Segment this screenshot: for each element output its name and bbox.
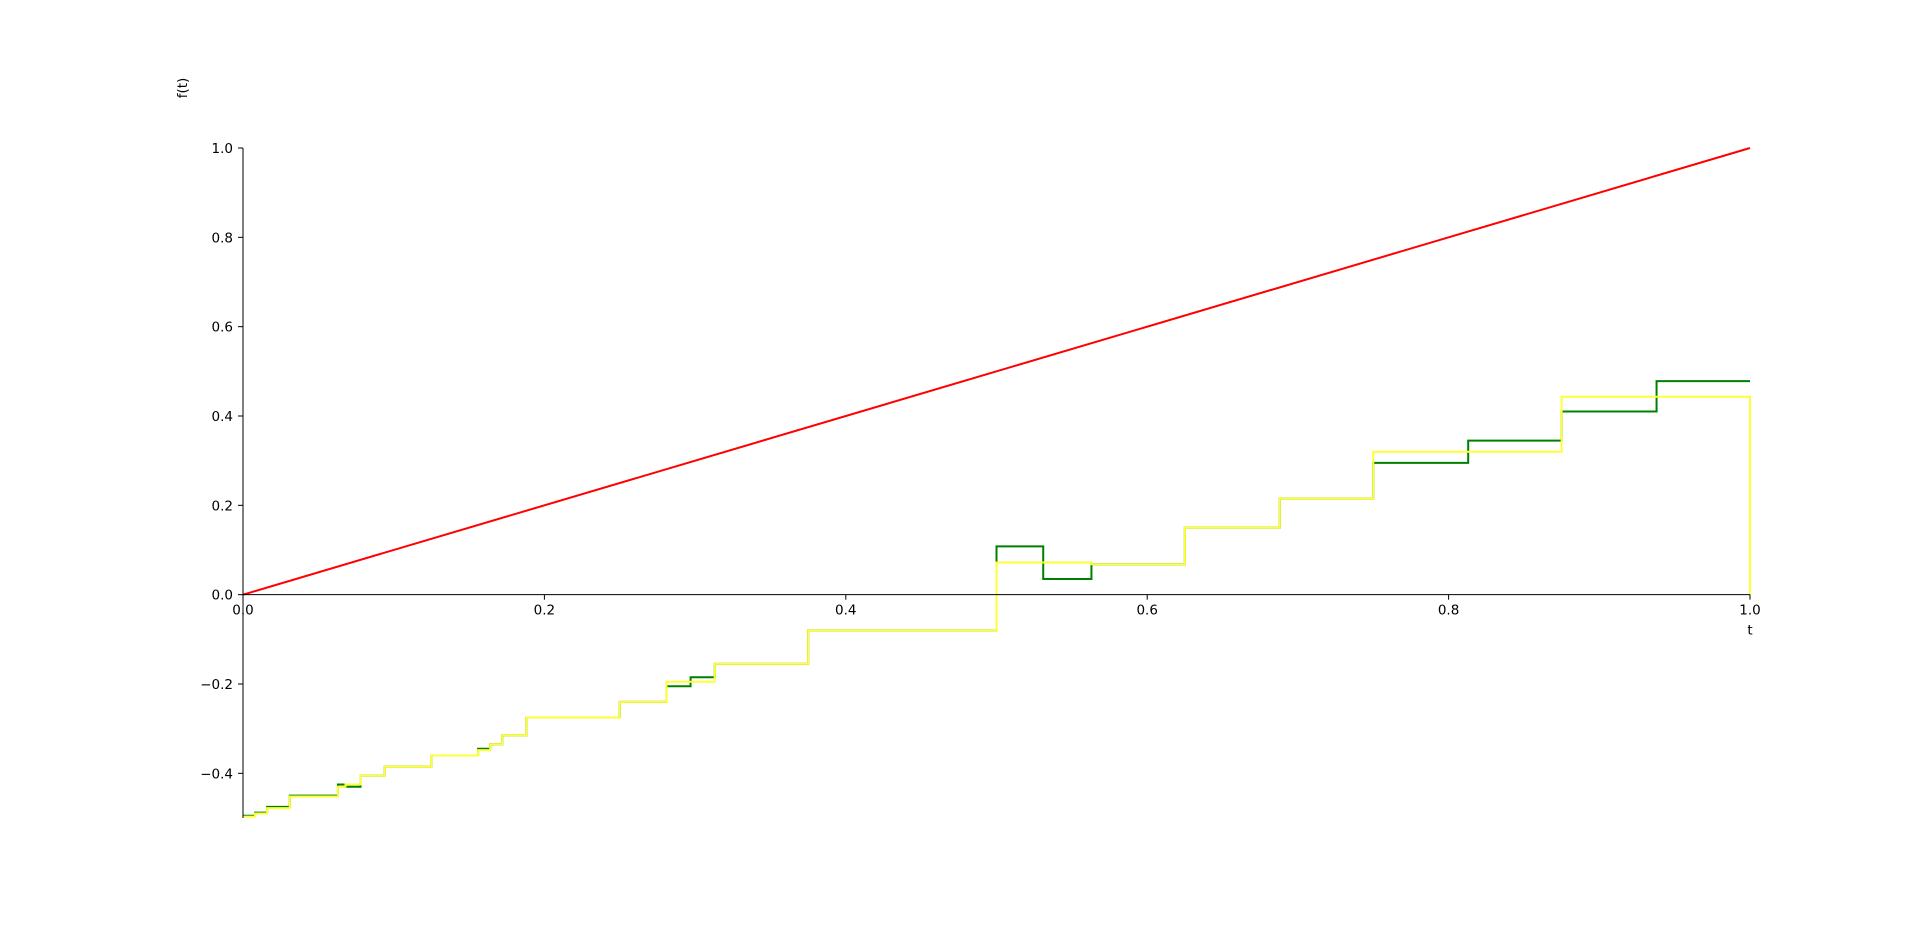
x-tick-label: 0.0 <box>232 603 253 619</box>
x-axis-label: t <box>1747 623 1752 639</box>
y-tick-label: 1.0 <box>212 141 233 157</box>
labels-layer: 0.0 0.2 0.4 0.6 0.8 1.0 −0.4 −0.2 0.0 0.2 0.4 0.6 0.… <box>175 78 1761 783</box>
y-tick-label: 0.2 <box>212 498 233 514</box>
y-tick-label: 0.4 <box>212 409 233 425</box>
y-axis-label: f(t) <box>175 78 191 99</box>
series-layer <box>242 147 1751 818</box>
series-line-1 <box>242 147 1751 596</box>
x-tick-label: 0.2 <box>534 603 555 619</box>
y-tick-label: −0.2 <box>200 677 233 693</box>
y-tick-label: 0.8 <box>212 230 233 246</box>
y-tick-label: −0.4 <box>200 766 233 782</box>
y-tick-label: 0.6 <box>212 320 233 336</box>
x-tick-label: 0.4 <box>835 603 856 619</box>
y-tick-label: 0.0 <box>212 588 233 604</box>
x-tick-label: 1.0 <box>1739 603 1760 619</box>
x-tick-label: 0.6 <box>1136 603 1157 619</box>
series-line-3 <box>243 395 1751 818</box>
axes-layer <box>238 147 1751 818</box>
x-tick-label: 0.8 <box>1438 603 1459 619</box>
